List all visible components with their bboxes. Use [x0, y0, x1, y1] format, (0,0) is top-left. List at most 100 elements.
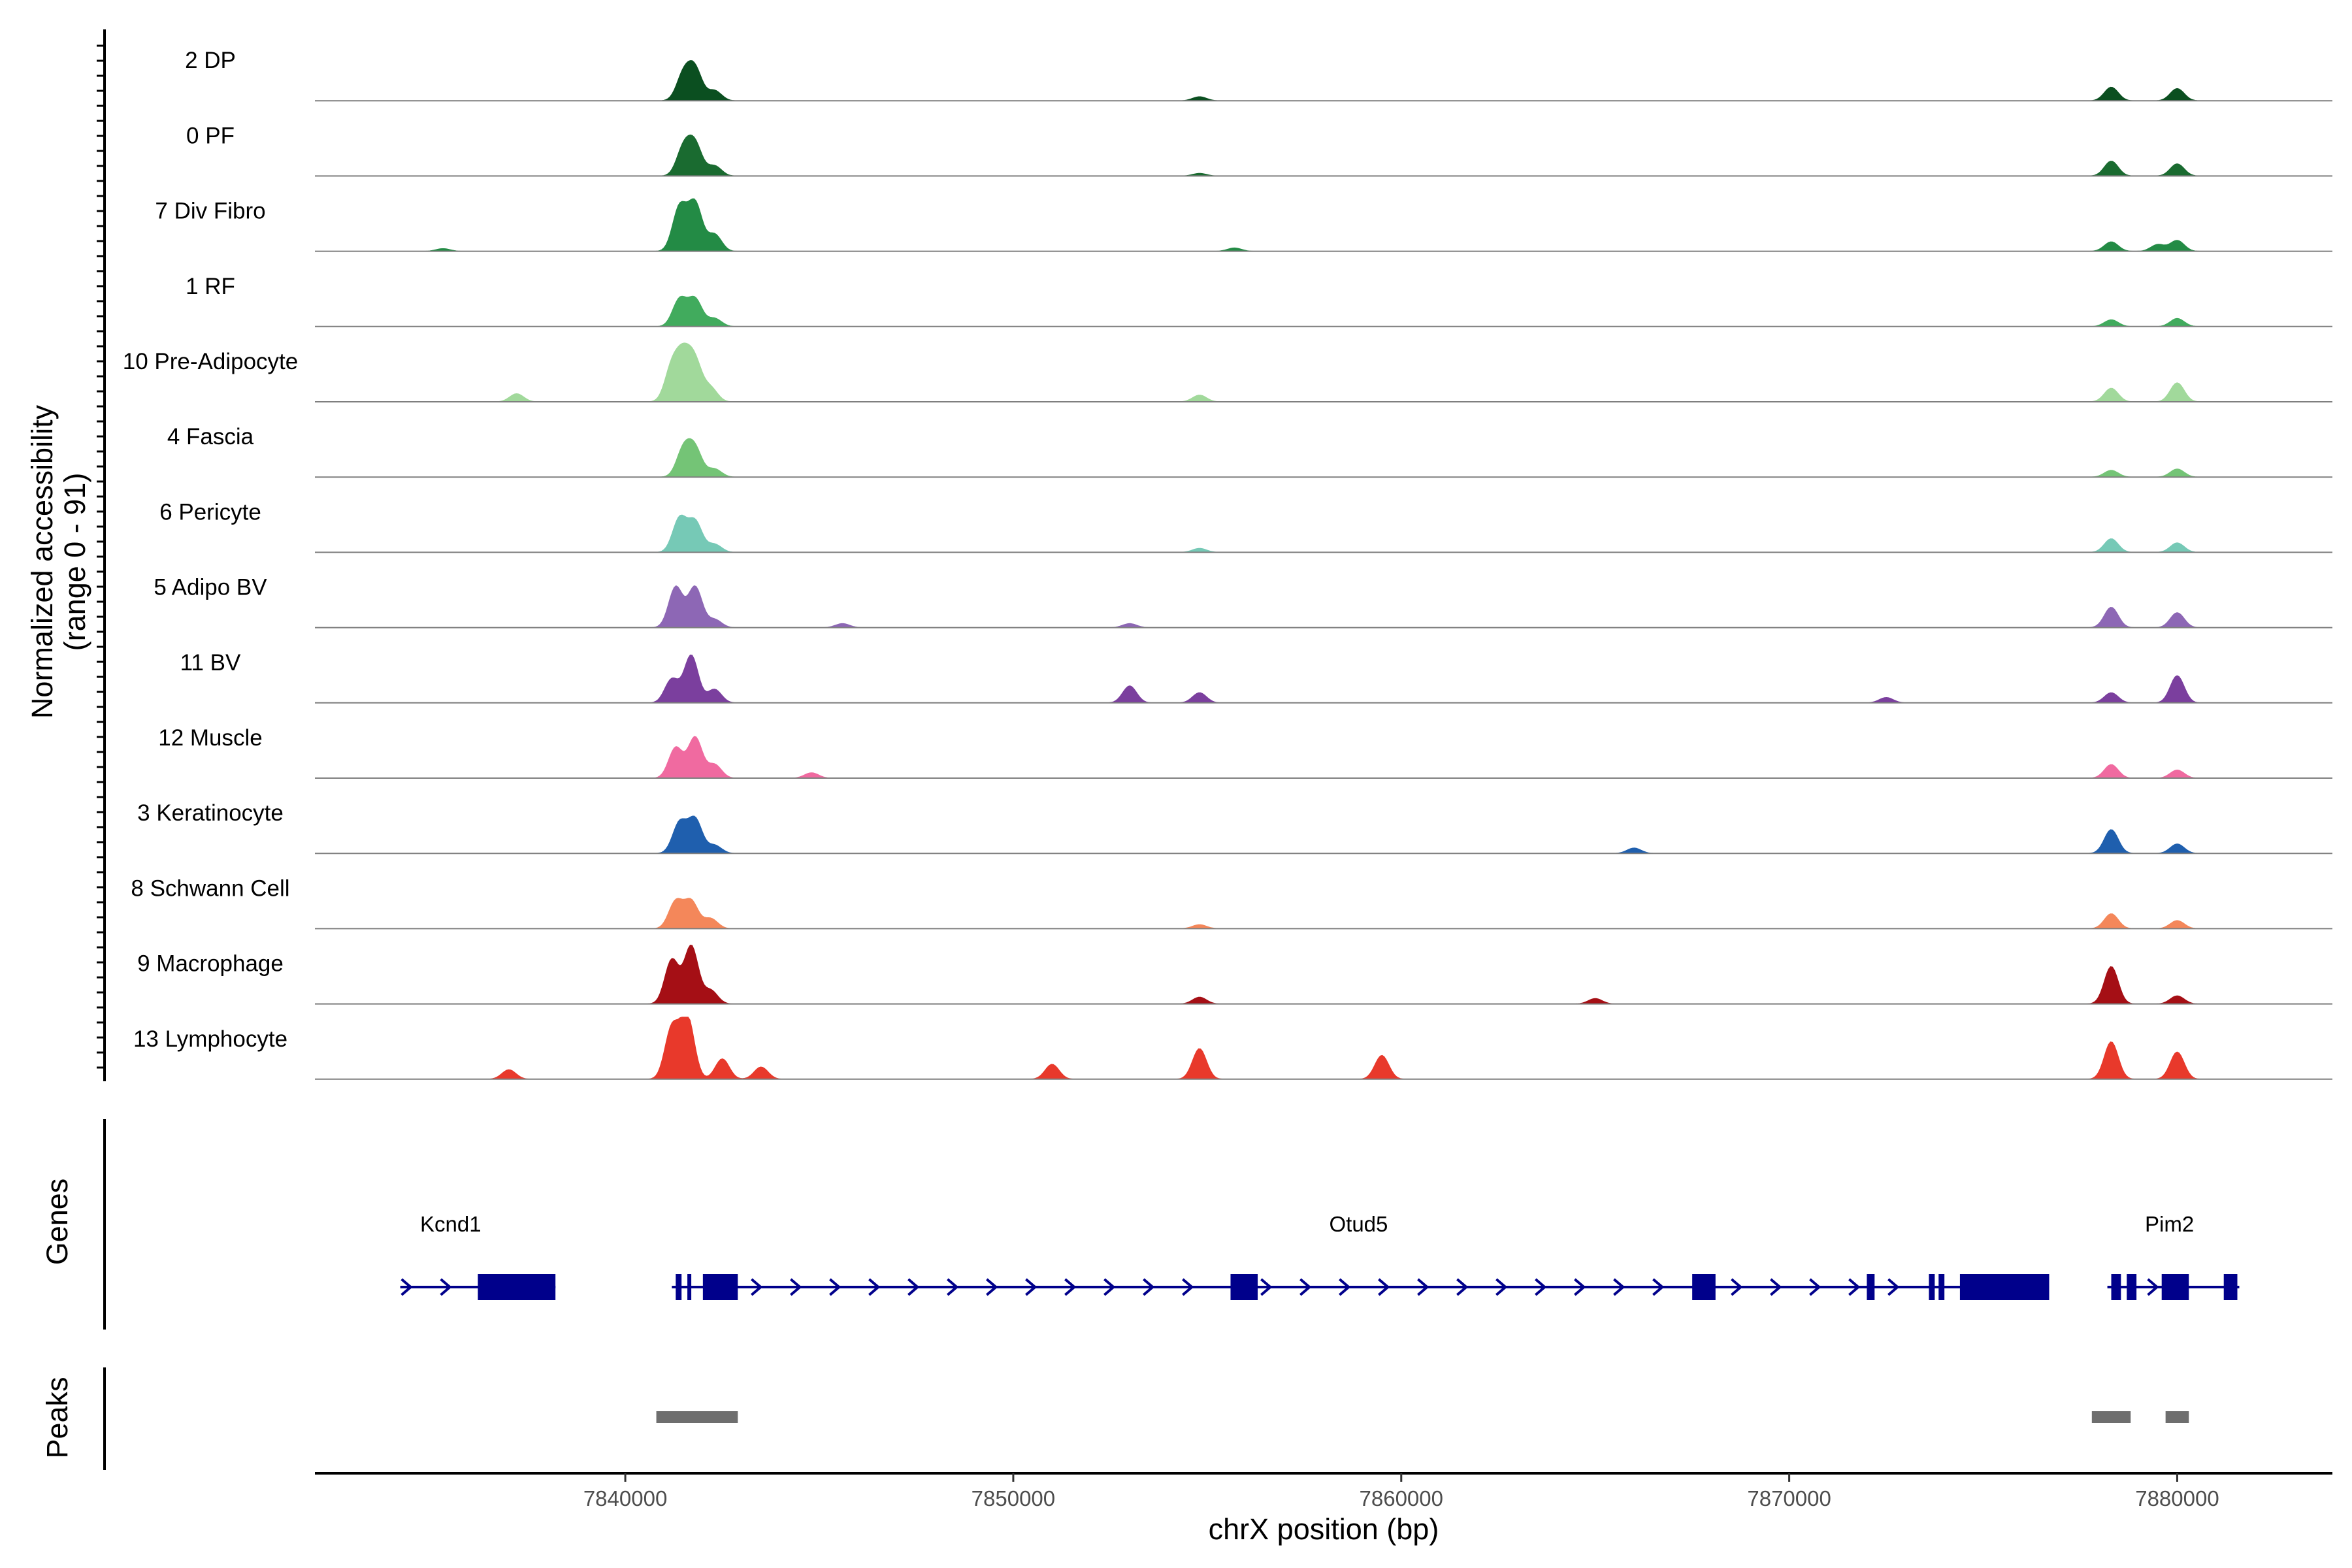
track-label: 13 Lymphocyte — [133, 1026, 287, 1052]
coverage-area — [315, 944, 2332, 1005]
strand-chevron — [1025, 1278, 1037, 1296]
gene-exon — [1938, 1274, 1945, 1300]
gene-exon — [687, 1274, 692, 1300]
gene-models: Kcnd1 Otud5 Pim2 — [400, 1212, 2240, 1300]
gene-model: Pim2 — [2107, 1212, 2240, 1300]
coverage-track: 9 Macrophage — [137, 944, 2332, 1005]
coverage-area — [315, 60, 2332, 101]
strand-chevron — [1652, 1278, 1665, 1296]
gene-exon — [1959, 1274, 2050, 1300]
coverage-track: 7 Div Fibro — [155, 198, 2332, 252]
y-axis-title: Normalized accessibility (range 0 - 91) — [25, 404, 91, 719]
coverage-track: 4 Fascia — [167, 424, 2332, 478]
genes-panel: Genes Kcnd1 Otud5 Pim2 — [41, 1119, 2240, 1330]
gene-exon — [1230, 1274, 1258, 1300]
coverage-track: 0 PF — [186, 123, 2332, 177]
track-label: 0 PF — [186, 123, 235, 148]
x-tick-label: 7880000 — [2135, 1486, 2219, 1511]
strand-chevron — [1064, 1278, 1077, 1296]
x-tick-label: 7870000 — [1747, 1486, 1831, 1511]
coverage-track: 10 Pre-Adipocyte — [123, 342, 2332, 402]
coverage-area — [315, 438, 2332, 478]
strand-chevron — [1887, 1278, 1900, 1296]
coverage-area — [315, 295, 2332, 327]
track-label: 9 Macrophage — [137, 951, 284, 977]
coverage-area — [315, 134, 2332, 176]
strand-chevron — [1260, 1278, 1273, 1296]
track-label: 4 Fascia — [167, 424, 254, 449]
strand-chevron — [1848, 1278, 1861, 1296]
gene-name: Kcnd1 — [420, 1212, 482, 1236]
track-label: 2 DP — [185, 48, 236, 73]
y-axis-title-line-1: Normalized accessibility — [25, 404, 59, 719]
coverage-track: 13 Lymphocyte — [133, 1017, 2332, 1080]
strand-chevron — [1299, 1278, 1312, 1296]
coverage-area — [315, 815, 2332, 854]
x-axis-title: chrX position (bp) — [1209, 1512, 1439, 1546]
strand-chevron — [1613, 1278, 1625, 1296]
gene-name: Pim2 — [2145, 1212, 2194, 1236]
gene-name: Otud5 — [1329, 1212, 1388, 1236]
genes-panel-label: Genes — [41, 1179, 74, 1266]
strand-chevron — [1495, 1278, 1508, 1296]
strand-chevron — [1378, 1278, 1390, 1296]
track-label: 6 Pericyte — [159, 499, 261, 525]
strand-chevron — [400, 1278, 413, 1296]
coverage-area — [315, 342, 2332, 402]
coverage-track: 3 Keratinocyte — [137, 800, 2332, 855]
peak-region-bar — [656, 1411, 738, 1423]
strand-chevron — [1770, 1278, 1782, 1296]
gene-exon — [702, 1274, 738, 1300]
coverage-track: 2 DP — [185, 48, 2332, 102]
gene-exon — [2161, 1274, 2189, 1300]
coverage-area — [315, 654, 2332, 704]
track-label: 1 RF — [186, 274, 235, 299]
y-axis-title-line-2: (range 0 - 91) — [58, 473, 91, 651]
strand-chevron — [829, 1278, 841, 1296]
coverage-area — [315, 1017, 2332, 1080]
peak-regions — [656, 1411, 2189, 1423]
gene-exon — [1867, 1274, 1875, 1300]
strand-chevron — [2147, 1278, 2159, 1296]
track-label: 3 Keratinocyte — [137, 800, 284, 826]
track-label: 11 BV — [180, 650, 241, 676]
coverage-tracks: 2 DP 0 PF 7 Div Fibro 1 RF 10 Pre-Adipocyte 4… — [123, 48, 2332, 1080]
gene-exon — [1929, 1274, 1935, 1300]
track-label: 10 Pre-Adipocyte — [123, 349, 298, 374]
strand-chevron — [1143, 1278, 1155, 1296]
strand-chevron — [868, 1278, 881, 1296]
strand-chevron — [1809, 1278, 1821, 1296]
coverage-area — [315, 514, 2332, 553]
coverage-area — [315, 736, 2332, 779]
strand-chevron — [751, 1278, 763, 1296]
strand-chevron — [1731, 1278, 1743, 1296]
gene-model: Kcnd1 — [400, 1212, 556, 1300]
track-label: 7 Div Fibro — [155, 199, 265, 224]
strand-chevron — [1417, 1278, 1429, 1296]
coverage-area — [315, 198, 2332, 252]
x-tick-label: 7860000 — [1360, 1486, 1443, 1511]
coverage-track: 5 Adipo BV — [154, 575, 2332, 629]
gene-exon — [1692, 1274, 1716, 1300]
strand-chevron — [1535, 1278, 1547, 1296]
gene-model: Otud5 — [672, 1212, 2050, 1300]
gene-exon — [2127, 1274, 2137, 1300]
gene-exon — [2223, 1274, 2238, 1300]
coverage-area — [315, 898, 2332, 929]
strand-chevron — [1182, 1278, 1194, 1296]
strand-chevron — [440, 1278, 452, 1296]
gene-exon — [2111, 1274, 2121, 1300]
coverage-track: 12 Muscle — [158, 725, 2332, 779]
strand-chevron — [1574, 1278, 1586, 1296]
strand-chevron — [947, 1278, 959, 1296]
coverage-track: 11 BV — [180, 650, 2332, 704]
gene-exon — [478, 1274, 556, 1300]
strand-chevron — [1456, 1278, 1469, 1296]
track-label: 8 Schwann Cell — [131, 875, 289, 901]
track-label: 12 Muscle — [158, 725, 263, 751]
coverage-track: 6 Pericyte — [159, 499, 2332, 553]
x-tick-label: 7850000 — [972, 1486, 1055, 1511]
x-tick-label: 7840000 — [583, 1486, 667, 1511]
strand-chevron — [1103, 1278, 1116, 1296]
